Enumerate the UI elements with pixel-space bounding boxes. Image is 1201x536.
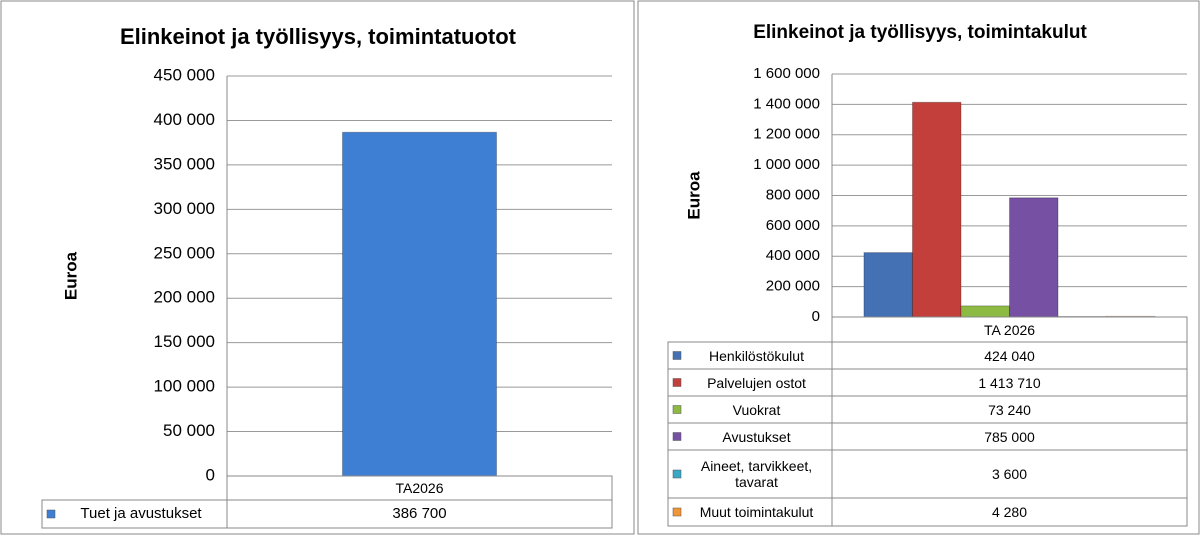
table-value-cell xyxy=(831,368,1188,397)
y-tick-label: 1 600 000 xyxy=(753,65,820,82)
legend-label: Henkilöstökulut xyxy=(709,347,804,364)
y-tick-label: 1 000 000 xyxy=(753,156,820,173)
value-label: 3 600 xyxy=(991,466,1028,482)
bar xyxy=(1009,197,1059,318)
value-label-cell: 1 413 710 xyxy=(978,374,1041,391)
table-legend-cell xyxy=(667,497,833,527)
category-label-cell: TA 2026 xyxy=(983,321,1036,338)
value-label: 386 700 xyxy=(392,505,447,522)
category-label-cell: TA2026 xyxy=(395,480,444,496)
value-label: 1 413 710 xyxy=(978,374,1041,391)
y-tick-label: 200 000 xyxy=(154,288,215,307)
table-value-cell xyxy=(831,449,1188,499)
legend-label-cell: Avustukset xyxy=(722,428,791,445)
value-label: 424 040 xyxy=(984,347,1035,364)
y-tick-label: 400 000 xyxy=(154,110,215,129)
table-legend-cell xyxy=(667,395,833,424)
y-tick-label: 150 000 xyxy=(154,332,215,351)
table-value-cell xyxy=(831,395,1188,424)
y-tick-label: 600 000 xyxy=(766,217,820,234)
legend-swatch xyxy=(672,432,682,441)
legend-label-cell: Palvelujen ostot xyxy=(707,374,806,391)
legend-swatch xyxy=(46,509,56,519)
table-header xyxy=(226,475,613,501)
panel xyxy=(0,0,635,535)
legend-swatch xyxy=(672,507,682,517)
table-value-cell xyxy=(831,497,1188,527)
bar xyxy=(863,252,913,318)
category-label: TA2026 xyxy=(395,480,444,496)
value-label-cell: 386 700 xyxy=(392,505,447,522)
y-tick-label: 50 000 xyxy=(163,421,215,440)
value-label-cell: 73 240 xyxy=(988,401,1031,418)
y-tick-label: 0 xyxy=(206,465,215,484)
bar xyxy=(960,305,1011,318)
y-tick-label: 800 000 xyxy=(766,186,820,203)
legend-label: Aineet, tarvikkeet, tavarat xyxy=(700,458,813,490)
category-label: TA 2026 xyxy=(983,321,1036,338)
y-axis-label: Euroa xyxy=(61,251,80,300)
legend-label: Avustukset xyxy=(722,428,791,445)
value-label: 785 000 xyxy=(984,428,1035,445)
y-tick-label: 100 000 xyxy=(154,377,215,396)
y-tick-label: 350 000 xyxy=(154,154,215,173)
value-label: 73 240 xyxy=(988,401,1031,418)
legend-label: Muut toimintakulut xyxy=(699,504,814,520)
table-value-cell xyxy=(831,422,1188,451)
legend-swatch xyxy=(672,351,682,360)
table-value-cell xyxy=(226,499,613,529)
y-tick-label: 250 000 xyxy=(154,243,215,262)
legend-label: Palvelujen ostot xyxy=(707,374,806,391)
value-label-cell: 3 600 xyxy=(991,466,1028,482)
y-tick-label: 0 xyxy=(812,308,820,325)
y-tick-label: 400 000 xyxy=(766,247,820,264)
legend-label-cell: Muut toimintakulut xyxy=(699,504,814,520)
value-label-cell: 785 000 xyxy=(984,428,1035,445)
y-tick-label: 1 400 000 xyxy=(753,95,820,112)
legend-label: Tuet ja avustukset xyxy=(80,505,202,522)
legend-swatch xyxy=(672,405,682,414)
y-tick-label: 300 000 xyxy=(154,199,215,218)
legend-swatch xyxy=(672,378,682,387)
table-legend-cell xyxy=(667,422,833,451)
chart-title: Elinkeinot ja työllisyys, toimintatuotot xyxy=(120,24,517,49)
chart-title: Elinkeinot ja työllisyys, toimintakulut xyxy=(753,22,1087,43)
legend-label-cell: Tuet ja avustukset xyxy=(80,505,202,522)
bar xyxy=(911,101,962,318)
legend-label: Vuokrat xyxy=(732,401,781,418)
legend-label-cell: Vuokrat xyxy=(732,401,781,418)
table-value-cell xyxy=(831,341,1188,370)
y-tick-label: 200 000 xyxy=(766,278,820,295)
legend-label-cell: Aineet, tarvikkeet, tavarat xyxy=(700,458,813,490)
y-tick-label: 1 200 000 xyxy=(753,126,820,143)
y-axis-label: Euroa xyxy=(684,171,703,220)
y-tick-label: 450 000 xyxy=(154,65,215,84)
value-label: 4 280 xyxy=(991,504,1028,520)
value-label-cell: 424 040 xyxy=(984,347,1035,364)
value-label-cell: 4 280 xyxy=(991,504,1028,520)
legend-label-cell: Henkilöstökulut xyxy=(709,347,804,364)
bar xyxy=(342,131,497,477)
legend-swatch xyxy=(672,469,682,479)
